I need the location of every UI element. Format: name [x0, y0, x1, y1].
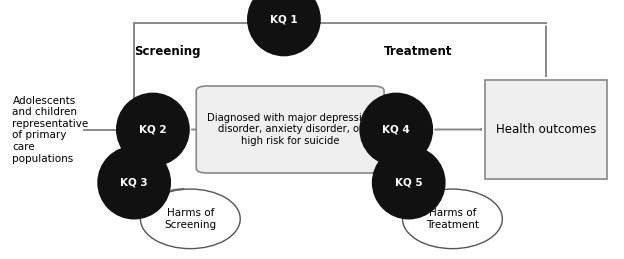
Text: KQ 5: KQ 5 — [395, 178, 422, 188]
Ellipse shape — [373, 146, 445, 219]
Text: Diagnosed with major depressive
disorder, anxiety disorder, or
high risk for sui: Diagnosed with major depressive disorder… — [207, 113, 374, 146]
Text: KQ 2: KQ 2 — [139, 125, 167, 134]
Ellipse shape — [248, 0, 320, 56]
Ellipse shape — [360, 93, 432, 166]
Text: Harms of
Treatment: Harms of Treatment — [426, 208, 479, 230]
Ellipse shape — [98, 146, 170, 219]
Text: Harms of
Screening: Harms of Screening — [164, 208, 217, 230]
Text: KQ 4: KQ 4 — [383, 125, 410, 134]
Text: Screening: Screening — [134, 45, 201, 58]
Text: Health outcomes: Health outcomes — [496, 123, 596, 136]
Ellipse shape — [402, 189, 502, 249]
Text: Adolescents
and children
representative
of primary
care
populations: Adolescents and children representative … — [12, 96, 89, 163]
Text: Treatment: Treatment — [384, 45, 452, 58]
Ellipse shape — [140, 189, 240, 249]
Text: KQ 1: KQ 1 — [270, 15, 298, 24]
Ellipse shape — [117, 93, 189, 166]
Text: KQ 3: KQ 3 — [120, 178, 148, 188]
Bar — [485, 80, 607, 179]
FancyBboxPatch shape — [196, 86, 384, 173]
